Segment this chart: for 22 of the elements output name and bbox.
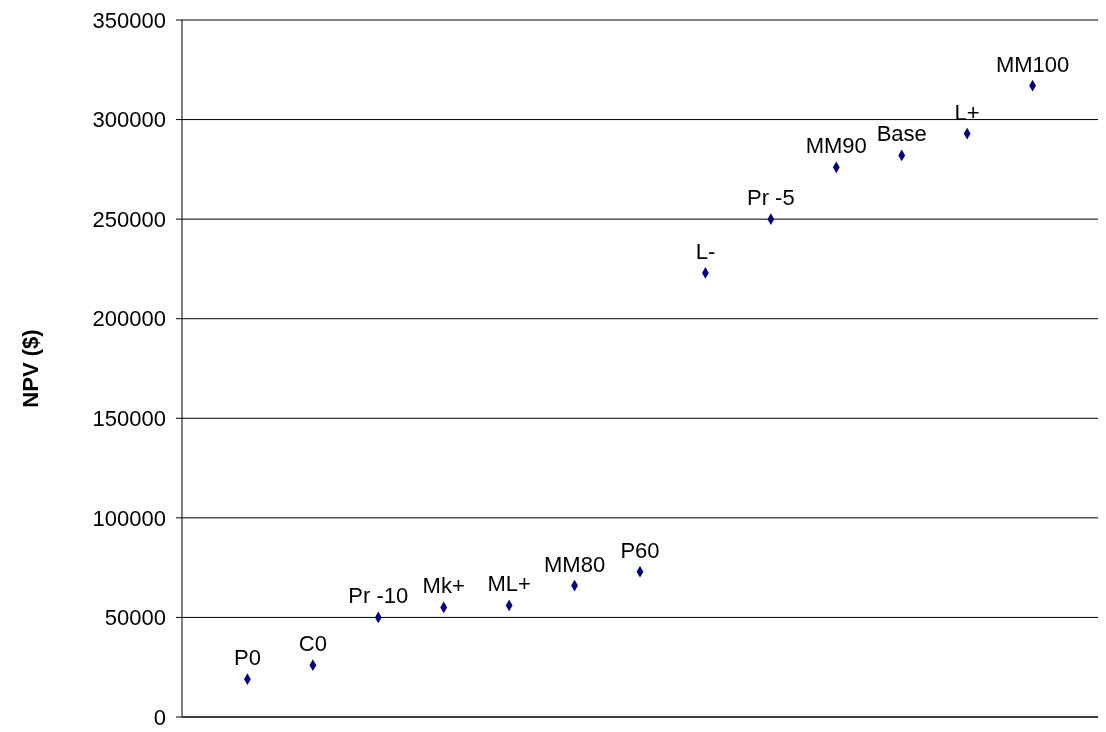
y-tick-label: 100000 [92, 505, 166, 531]
annotation: Base [876, 121, 927, 147]
annotation: P0 [233, 645, 261, 671]
y-tick-label: 150000 [92, 405, 166, 431]
y-tick-label: 200000 [92, 306, 166, 332]
annotation: MM90 [805, 133, 867, 159]
y-tick-label: 350000 [92, 7, 166, 33]
y-tick-label: 0 [153, 704, 166, 730]
annotation: P60 [620, 537, 660, 563]
y-tick-label: 250000 [92, 206, 166, 232]
y-tick-label: 300000 [92, 107, 166, 133]
annotation: L- [695, 238, 716, 264]
y-axis-title: NPV ($) [18, 329, 43, 408]
annotation: Pr -10 [348, 583, 409, 609]
annotation: MM100 [995, 51, 1070, 77]
annotation: Pr -5 [747, 185, 795, 211]
annotation: C0 [298, 631, 327, 657]
annotation: Mk+ [422, 573, 465, 599]
annotation: MM80 [544, 551, 606, 577]
y-tick-label: 50000 [104, 605, 166, 631]
annotation: ML+ [487, 571, 531, 597]
annotation: L+ [954, 99, 980, 125]
